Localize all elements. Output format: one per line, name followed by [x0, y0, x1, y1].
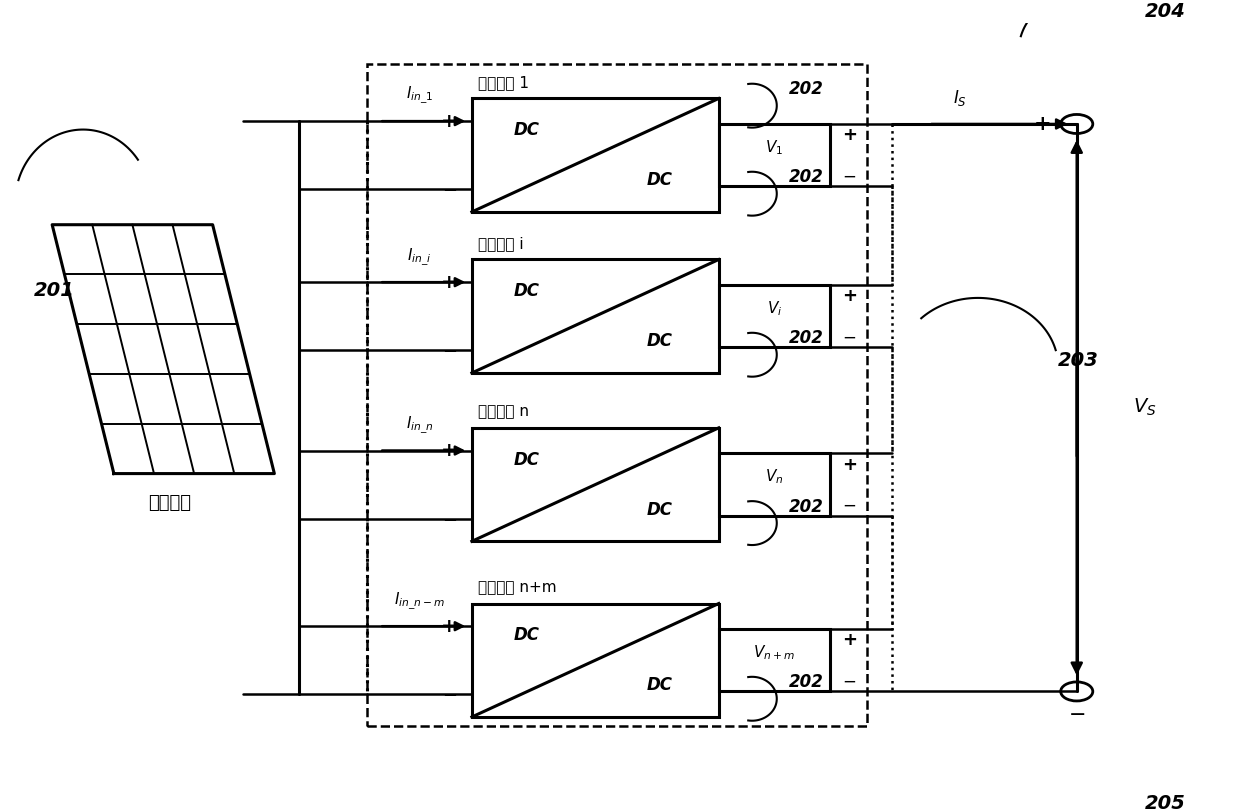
Text: $-$: $-$: [441, 685, 458, 703]
Text: $V_n$: $V_n$: [765, 467, 784, 487]
Text: $-$: $-$: [441, 341, 458, 360]
Text: DC: DC: [646, 501, 672, 518]
Text: 功率模块 i: 功率模块 i: [479, 236, 523, 251]
Text: $I_S$: $I_S$: [952, 87, 966, 108]
Text: $I_{in\_1}$: $I_{in\_1}$: [405, 86, 433, 106]
Bar: [472, 428, 719, 541]
Text: +: +: [842, 631, 857, 650]
Text: $-$: $-$: [842, 166, 857, 184]
Bar: [719, 285, 830, 347]
Text: 201: 201: [33, 281, 74, 300]
Text: +: +: [842, 126, 857, 144]
Text: $I_{in\_i}$: $I_{in\_i}$: [407, 246, 432, 267]
Text: 202: 202: [789, 673, 825, 692]
Text: 202: 202: [789, 168, 825, 186]
Text: +: +: [1033, 114, 1052, 134]
Text: 202: 202: [789, 80, 825, 98]
Text: +: +: [842, 288, 857, 305]
Text: +: +: [440, 441, 458, 460]
Text: +: +: [440, 616, 458, 636]
Bar: [472, 603, 719, 717]
Text: $V_1$: $V_1$: [765, 139, 784, 157]
Text: DC: DC: [513, 626, 539, 644]
Text: 205: 205: [1145, 794, 1185, 810]
Text: 功率模块 1: 功率模块 1: [479, 75, 529, 90]
Bar: [367, 64, 867, 726]
Text: $I_{in\_n}$: $I_{in\_n}$: [405, 415, 433, 436]
Text: 203: 203: [1058, 351, 1099, 369]
Text: DC: DC: [646, 171, 672, 189]
Bar: [719, 629, 830, 692]
Text: 202: 202: [789, 330, 825, 347]
Text: DC: DC: [646, 676, 672, 694]
Bar: [719, 454, 830, 516]
Text: DC: DC: [513, 122, 539, 139]
Text: +: +: [440, 273, 458, 292]
Text: $-$: $-$: [441, 180, 458, 198]
Text: $-$: $-$: [842, 496, 857, 514]
Bar: [719, 124, 830, 186]
Text: +: +: [440, 112, 458, 130]
Text: $I_{in\_n-m}$: $I_{in\_n-m}$: [394, 590, 445, 612]
Text: $-$: $-$: [842, 671, 857, 689]
Text: $V_{n+m}$: $V_{n+m}$: [754, 643, 795, 662]
Text: DC: DC: [513, 282, 539, 301]
Text: $V_S$: $V_S$: [1133, 397, 1157, 418]
Text: 光伏阵列: 光伏阵列: [148, 494, 191, 512]
Bar: [472, 99, 719, 212]
Text: $-$: $-$: [441, 509, 458, 527]
Text: 204: 204: [1145, 2, 1185, 22]
Text: $V_i$: $V_i$: [766, 300, 782, 318]
Text: 功率模块 n: 功率模块 n: [479, 404, 529, 419]
Text: $-$: $-$: [842, 327, 857, 345]
Bar: [472, 259, 719, 373]
Text: 202: 202: [789, 498, 825, 516]
Text: +: +: [842, 455, 857, 474]
Text: DC: DC: [646, 332, 672, 350]
Text: 功率模块 n+m: 功率模块 n+m: [479, 580, 557, 595]
Text: DC: DC: [513, 450, 539, 469]
Text: $-$: $-$: [1068, 703, 1085, 723]
